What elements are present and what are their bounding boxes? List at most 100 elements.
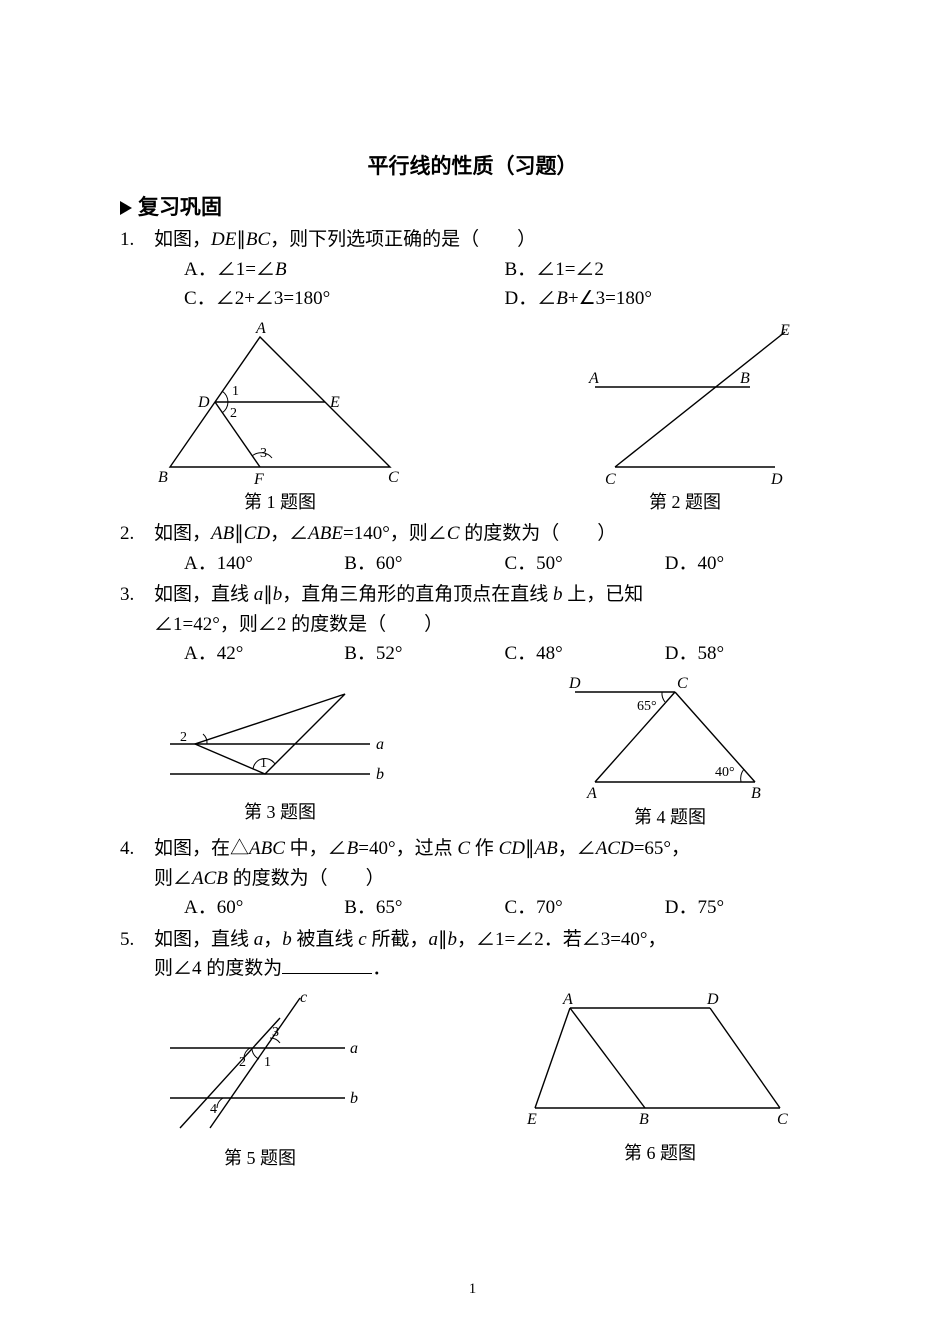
fig3-2: 2 <box>180 730 187 745</box>
q5-t10: ，∠1=∠2．若∠3=40°， <box>457 929 667 950</box>
q4-i9: AB <box>534 838 557 859</box>
q1A-txt: ∠1=∠ <box>217 259 275 280</box>
fig1-D: D <box>197 394 210 411</box>
q3-options: A．42° B．52° C．48° D．58° <box>184 639 825 668</box>
q5-i9: b <box>448 929 458 950</box>
q2-t2: ∥ <box>234 523 244 544</box>
q5-number: 5. <box>120 925 154 984</box>
q1-t3: ，则下列选项正确的是（ ） <box>270 229 536 250</box>
fig1-E: E <box>329 394 340 411</box>
fig4-40: 40° <box>715 765 735 780</box>
page-title: 平行线的性质（习题） <box>120 150 825 183</box>
fig5-a: a <box>350 1040 358 1057</box>
q1B-txt: ∠1=∠2 <box>536 259 604 280</box>
q1C-lab: C． <box>184 288 216 309</box>
q2-optB: B．60° <box>344 549 504 578</box>
q2-i3: CD <box>244 523 270 544</box>
q4-i7: CD <box>499 838 525 859</box>
q1-optC: C．∠2+∠3=180° <box>184 284 505 313</box>
figrow-5-6: a b c 1 2 3 4 第 5 题图 A D <box>120 988 825 1173</box>
q5-t4: 被直线 <box>292 929 359 950</box>
q2-t4: ，∠ <box>270 523 308 544</box>
q4-t4: =40°，过点 <box>358 838 457 859</box>
q1-body: 如图，DE∥BC，则下列选项正确的是（ ） A．∠1=∠B B．∠1=∠2 C．… <box>154 225 825 313</box>
fig2-E: E <box>779 322 790 339</box>
q1C-txt: ∠2+∠3=180° <box>216 288 331 309</box>
q1A-lab: A． <box>184 259 217 280</box>
q1-number: 1. <box>120 225 154 313</box>
fig6-B: B <box>639 1111 649 1128</box>
fig5-svg: a b c 1 2 3 4 <box>150 988 370 1143</box>
q3-optB: B．52° <box>344 639 504 668</box>
q1B-lab: B． <box>505 259 537 280</box>
q4-l2-t2: 的度数为（ ） <box>228 868 385 889</box>
figrow-1-2: A B C D E F 1 2 3 第 1 题图 A B C <box>120 317 825 517</box>
fig2-svg: A B C D E <box>575 317 795 487</box>
section-heading: 复习巩固 <box>120 191 825 224</box>
q1D-pre: ∠ <box>537 288 556 309</box>
q5-t6: 所截， <box>367 929 429 950</box>
fig3-a: a <box>376 736 384 753</box>
q4-l2-i1: ACB <box>192 868 228 889</box>
fig6-A: A <box>562 991 573 1008</box>
q2-options: A．140° B．60° C．50° D．40° <box>184 549 825 578</box>
q4-i11: ACD <box>596 838 634 859</box>
q1D-lab: D． <box>505 288 538 309</box>
figrow-3-4: a b 1 2 第 3 题图 D C A <box>120 672 825 832</box>
q1-optB: B．∠1=∠2 <box>505 255 826 284</box>
q3-body: 如图，直线 a∥b，直角三角形的直角顶点在直线 b 上，已知 ∠1=42°，则∠… <box>154 580 825 668</box>
fig6-caption: 第 6 题图 <box>525 1140 795 1168</box>
q4-i5: C <box>457 838 470 859</box>
q4-optC: C．70° <box>505 893 665 922</box>
q1D-it: B <box>556 288 568 309</box>
fig6-E: E <box>526 1111 537 1128</box>
q1-options: A．∠1=∠ B B．∠1=∠2 C．∠2+∠3=180° D．∠B+∠3=180… <box>184 255 825 314</box>
fig3-svg: a b 1 2 <box>160 672 400 797</box>
fig2-D: D <box>770 471 783 487</box>
fig4-B: B <box>751 785 761 802</box>
fig4-65: 65° <box>637 699 657 714</box>
q2-body: 如图，AB∥CD，∠ABE=140°，则∠C 的度数为（ ） A．140° B．… <box>154 519 825 578</box>
fig5-caption: 第 5 题图 <box>150 1145 370 1173</box>
q4-options: A．60° B．65° C．70° D．75° <box>184 893 825 922</box>
fig5-b: b <box>350 1090 358 1107</box>
q5-t0: 如图，直线 <box>154 929 254 950</box>
q3-t0: 如图，直线 <box>154 584 254 605</box>
fig2-caption: 第 2 题图 <box>575 489 795 517</box>
q2-t8: 的度数为（ ） <box>460 523 617 544</box>
q3-i3: b <box>273 584 283 605</box>
fig2-B: B <box>740 370 750 387</box>
fig4-caption: 第 4 题图 <box>555 804 785 832</box>
q3-i5: b <box>553 584 563 605</box>
q1-t1: 如图， <box>154 229 211 250</box>
q3-t4: ，直角三角形的直角顶点在直线 <box>282 584 553 605</box>
q4-number: 4. <box>120 834 154 922</box>
q5-i1: a <box>254 929 264 950</box>
q1-it1: DE <box>211 229 236 250</box>
q5-i7: a <box>429 929 439 950</box>
fig2-C: C <box>605 471 616 487</box>
q4-optD: D．75° <box>665 893 825 922</box>
fig4-D: D <box>568 675 581 692</box>
figure-4: D C A B 65° 40° 第 4 题图 <box>555 672 785 832</box>
q5-blank <box>282 954 372 974</box>
q2-optC: C．50° <box>505 549 665 578</box>
q1-optD: D．∠B+∠3=180° <box>505 284 826 313</box>
fig6-svg: A D E B C <box>525 988 795 1138</box>
q1-t2: ∥ <box>236 229 246 250</box>
fig5-c: c <box>300 989 307 1006</box>
fig2-A: A <box>588 370 599 387</box>
q5-l2post: ． <box>372 958 391 979</box>
q4-optB: B．65° <box>344 893 504 922</box>
q3-optC: C．48° <box>505 639 665 668</box>
fig3-b: b <box>376 766 384 783</box>
q3-optA: A．42° <box>184 639 344 668</box>
fig6-C: C <box>777 1111 788 1128</box>
fig3-caption: 第 3 题图 <box>160 799 400 827</box>
fig1-C: C <box>388 469 399 486</box>
q2-number: 2. <box>120 519 154 578</box>
fig3-1: 1 <box>260 756 267 771</box>
question-4: 4. 如图，在△ABC 中，∠B=40°，过点 C 作 CD∥AB，∠ACD=6… <box>120 834 825 922</box>
q4-t12: =65°， <box>634 838 690 859</box>
q2-optD: D．40° <box>665 549 825 578</box>
